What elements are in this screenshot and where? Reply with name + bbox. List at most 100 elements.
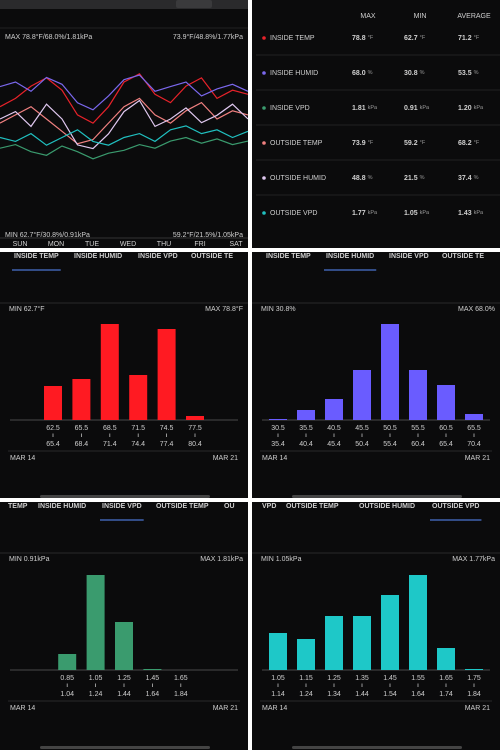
stat-value: 73.9 °F: [352, 140, 374, 147]
stat-unit: °F: [474, 35, 480, 41]
row-label: OUTSIDE VPD: [270, 210, 317, 217]
bar: [269, 419, 287, 420]
day-label: SUN: [13, 241, 28, 248]
panel: [252, 252, 500, 498]
stat-number: 59.2: [404, 140, 418, 147]
stat-unit: %: [474, 70, 479, 76]
tab[interactable]: OUTSIDE VPD: [432, 503, 479, 510]
stat-number: 1.77: [352, 210, 366, 217]
min-label: MIN 0.91kPa: [9, 556, 50, 563]
start-date: MAR 14: [262, 455, 287, 462]
stat-number: 73.9: [352, 140, 366, 147]
stat-unit: %: [420, 175, 425, 181]
tab[interactable]: OUTSIDE TE: [442, 253, 484, 260]
tab[interactable]: OUTSIDE TEMP: [286, 503, 339, 510]
bar: [186, 416, 204, 420]
tab[interactable]: INSIDE HUMID: [38, 503, 86, 510]
series-line: [0, 97, 249, 145]
row-label: INSIDE HUMID: [270, 70, 318, 77]
stat-value: 68.2 °F: [458, 140, 480, 147]
bin-end-label: 70.4: [467, 441, 481, 448]
stat-number: 71.2: [458, 35, 472, 42]
tab[interactable]: INSIDE VPD: [102, 503, 142, 510]
bin-start-label: 35.5: [299, 425, 313, 432]
tab[interactable]: INSIDE TEMP: [266, 253, 311, 260]
bar: [58, 654, 77, 670]
bar: [115, 622, 133, 670]
bin-end-label: 50.4: [355, 441, 369, 448]
stat-value: 30.8%: [404, 70, 425, 77]
bin-end-label: 1.64: [411, 691, 425, 698]
day-label: FRI: [194, 241, 205, 248]
stat-unit: °F: [368, 140, 374, 146]
bar: [72, 379, 91, 420]
series-line: [0, 99, 249, 150]
series-line: [0, 125, 249, 146]
stat-unit: kPa: [420, 210, 430, 216]
tab[interactable]: VPD: [262, 503, 276, 510]
min-label: MIN 1.05kPa: [261, 556, 302, 563]
bin-end-label: 1.84: [467, 691, 481, 698]
bin-end-label: 35.4: [271, 441, 285, 448]
column-header: MIN: [414, 13, 427, 20]
stat-number: 1.81: [352, 105, 366, 112]
tab[interactable]: OUTSIDE TEMP: [156, 503, 209, 510]
stat-value: 1.77 kPa: [352, 210, 378, 217]
scroll-indicator: [292, 495, 462, 498]
min-label: MIN 30.8%: [261, 306, 296, 313]
bin-start-label: 1.55: [411, 675, 425, 682]
tab[interactable]: INSIDE VPD: [138, 253, 178, 260]
start-date: MAR 14: [262, 705, 287, 712]
stat-unit: °F: [420, 140, 426, 146]
bin-start-label: 77.5: [188, 425, 202, 432]
panel: [0, 0, 248, 248]
tab[interactable]: OUTSIDE TE: [191, 253, 233, 260]
range-button[interactable]: [176, 0, 212, 8]
bin-start-label: 1.65: [174, 675, 188, 682]
bin-end-label: 68.4: [75, 441, 89, 448]
stat-value: 37.4%: [458, 175, 479, 182]
column-header: MAX: [360, 13, 376, 20]
stat-number: 68.2: [458, 140, 472, 147]
stat-value: 71.2 °F: [458, 35, 480, 42]
bin-start-label: 60.5: [439, 425, 453, 432]
tab[interactable]: INSIDE TEMP: [14, 253, 59, 260]
max-label: MAX 78.8°F/68.0%/1.81kPa: [5, 33, 92, 41]
tab[interactable]: OUTSIDE HUMID: [359, 503, 415, 510]
stat-value: 1.20 kPa: [458, 105, 484, 112]
stat-value: 1.05 kPa: [404, 210, 430, 217]
stat-unit: kPa: [368, 210, 378, 216]
tab[interactable]: INSIDE HUMID: [74, 253, 122, 260]
stat-unit: °F: [474, 140, 480, 146]
max-label: MAX 1.81kPa: [200, 556, 243, 563]
bin-start-label: 1.45: [383, 675, 397, 682]
stat-unit: %: [368, 70, 373, 76]
bin-start-label: 62.5: [46, 425, 60, 432]
stat-value: 21.5%: [404, 175, 425, 182]
stat-number: 53.5: [458, 70, 472, 77]
tab[interactable]: INSIDE VPD: [389, 253, 429, 260]
tab[interactable]: TEMP: [8, 503, 28, 510]
histogram-panel: VPD OUTSIDE TEMP OUTSIDE HUMID OUTSIDE VPD M…: [252, 503, 500, 712]
bar: [325, 399, 343, 420]
bin-end-label: 1.04: [60, 691, 74, 698]
bin-start-label: 30.5: [271, 425, 285, 432]
end-date: MAR 21: [213, 455, 238, 462]
bin-start-label: 40.5: [327, 425, 341, 432]
bar: [44, 386, 62, 420]
bin-end-label: 45.4: [327, 441, 341, 448]
bar: [86, 575, 105, 670]
max-label: MAX 68.0%: [458, 306, 495, 313]
max-label: 73.9°F/48.8%/1.77kPa: [173, 33, 243, 41]
stat-number: 21.5: [404, 175, 418, 182]
tab[interactable]: INSIDE HUMID: [326, 253, 374, 260]
tab[interactable]: OU: [224, 503, 235, 510]
stat-value: 0.91 kPa: [404, 105, 430, 112]
max-label: MAX 1.77kPa: [452, 556, 495, 563]
column-header: AVERAGE: [457, 13, 491, 20]
scroll-indicator: [40, 495, 210, 498]
stat-unit: kPa: [474, 210, 484, 216]
bar: [325, 616, 343, 670]
bar: [409, 575, 427, 670]
series-line: [0, 136, 249, 160]
